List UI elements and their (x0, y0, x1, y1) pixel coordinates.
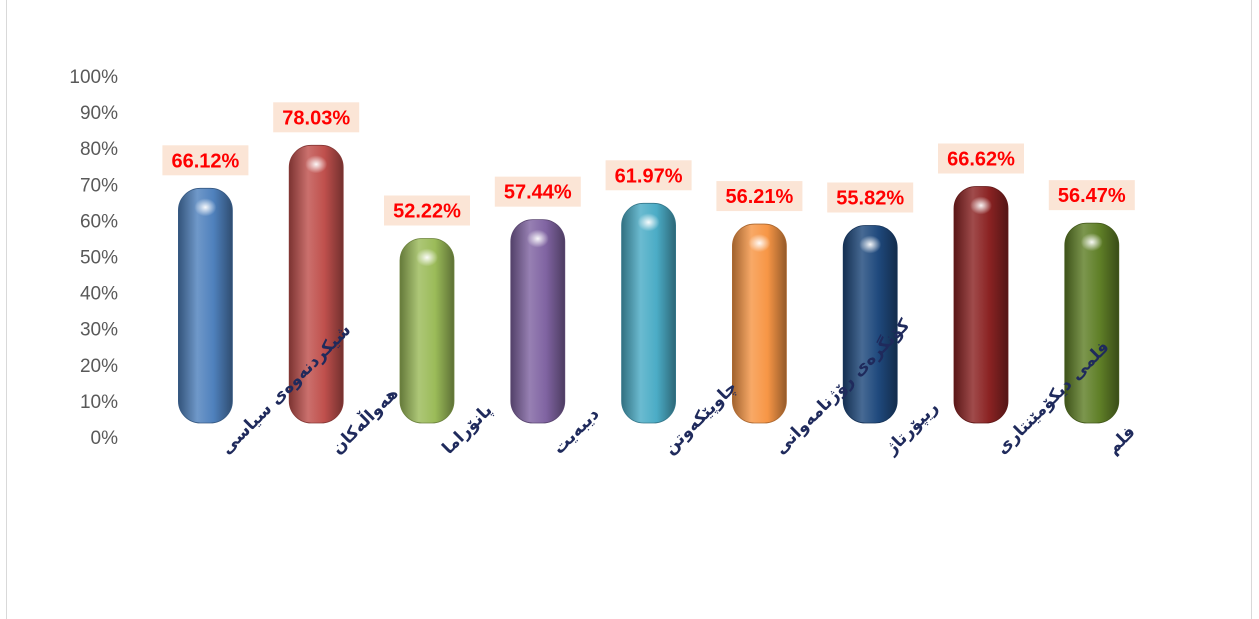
y-tick-label: 40% (80, 284, 118, 305)
bar-highlight (305, 155, 328, 174)
data-label-box (827, 182, 914, 213)
y-tick-label: 20% (80, 356, 118, 377)
data-label: 55.82% (836, 187, 904, 209)
y-axis: 0% 10% 20% 30% 40% 50% 60% 70% 80% 90% 100% (69, 67, 118, 449)
data-label-box (273, 102, 360, 133)
y-tick-label: 60% (80, 211, 118, 232)
bar-3 (399, 238, 455, 424)
data-label-box (605, 160, 692, 191)
y-tick-label: 0% (91, 428, 119, 449)
bar-body (732, 223, 787, 424)
data-label-box (162, 145, 249, 176)
category-label: فلم (1103, 422, 1139, 458)
bars-group (177, 144, 1120, 424)
y-tick-label: 90% (80, 103, 118, 124)
data-label-box (1048, 180, 1135, 211)
y-tick-label: 10% (80, 392, 118, 413)
bar-highlight (970, 196, 992, 215)
data-labels-group: 66.12% 78.03% 52.22% 57.44% 61.97% 56.21% 55.8… (162, 102, 1135, 226)
bar-body (953, 186, 1009, 424)
bar-highlight (748, 234, 771, 253)
data-label: 66.12% (171, 150, 239, 172)
data-label-box (716, 181, 803, 212)
bar-4 (510, 219, 566, 424)
bar-body (1064, 222, 1120, 424)
bar-7 (842, 225, 898, 424)
bar-body (621, 202, 676, 424)
bar-highlight (1080, 233, 1103, 252)
bar-body (510, 219, 566, 424)
bar-highlight (194, 198, 217, 217)
data-label: 78.03% (282, 107, 350, 129)
bar-5 (621, 202, 676, 424)
bar-body (177, 187, 233, 424)
data-label-box (384, 195, 470, 226)
bar-highlight (526, 229, 549, 248)
data-label-box (494, 176, 581, 207)
bar-body (399, 238, 455, 424)
data-label: 56.21% (725, 186, 793, 208)
bar-body (842, 225, 898, 424)
bar-highlight (416, 248, 438, 267)
bar-8 (953, 186, 1009, 424)
bar-body (288, 144, 344, 424)
bar-1 (177, 187, 233, 424)
y-tick-label: 80% (80, 139, 118, 160)
bar-highlight (859, 235, 882, 254)
bar-2 (288, 144, 344, 424)
y-tick-label: 30% (80, 320, 118, 341)
bar-6 (732, 223, 787, 424)
data-label: 57.44% (504, 182, 572, 204)
bar-highlight (637, 213, 660, 232)
bar-9 (1064, 222, 1120, 424)
data-label: 52.22% (393, 200, 461, 222)
y-tick-label: 50% (80, 248, 118, 269)
data-label: 56.47% (1058, 185, 1126, 207)
y-tick-label: 70% (80, 175, 118, 196)
y-tick-label: 100% (69, 67, 118, 88)
data-label-box (938, 143, 1024, 174)
data-label: 61.97% (615, 165, 683, 187)
data-label: 66.62% (947, 149, 1015, 171)
